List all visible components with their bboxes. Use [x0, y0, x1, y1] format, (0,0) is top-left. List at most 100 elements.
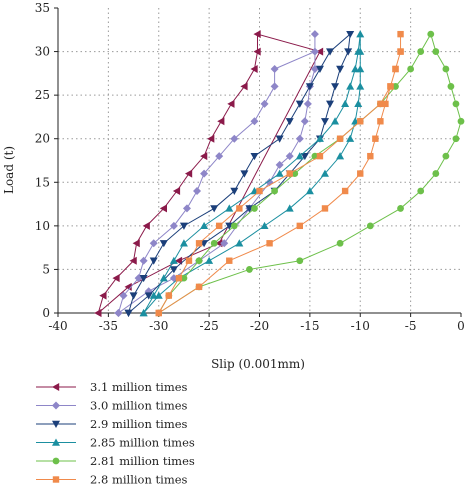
- x-axis-label: Slip (0.001mm): [211, 357, 305, 371]
- data-point: [159, 240, 168, 248]
- legend-label: 2.85 million times: [90, 436, 195, 450]
- x-tick-label: -25: [199, 319, 218, 333]
- data-point: [129, 256, 137, 265]
- data-point: [300, 117, 309, 126]
- y-tick-label: 10: [35, 219, 50, 233]
- data-point: [270, 82, 279, 91]
- data-point: [230, 134, 239, 143]
- data-point: [452, 100, 460, 108]
- data-point: [230, 222, 238, 230]
- data-point: [346, 134, 355, 142]
- legend-item: 2.81 million times: [36, 454, 195, 468]
- data-point: [285, 118, 294, 126]
- y-tick-labels: 0 5 10 15 20 25 30 35: [35, 1, 50, 320]
- data-point: [236, 205, 243, 212]
- data-point: [321, 205, 329, 212]
- legend: 3.1 million times 3.0 million times 2.9 mi…: [36, 380, 195, 487]
- data-point: [356, 82, 365, 90]
- x-tick-label: -15: [300, 319, 319, 333]
- data-point: [174, 256, 183, 265]
- data-point: [320, 118, 329, 126]
- data-point: [184, 169, 193, 178]
- data-point: [331, 117, 340, 125]
- data-point: [230, 187, 239, 195]
- data-point: [253, 30, 261, 39]
- data-point: [207, 134, 215, 143]
- data-point: [351, 65, 360, 73]
- data-point: [367, 152, 374, 160]
- series-line: [128, 32, 351, 314]
- data-point: [356, 47, 365, 55]
- legend-label: 3.0 million times: [90, 399, 188, 413]
- data-point: [397, 30, 404, 38]
- legend-marker: [52, 383, 60, 391]
- legend-marker: [52, 476, 60, 483]
- data-point: [94, 309, 102, 317]
- y-axis-label: Load (t): [2, 146, 16, 194]
- x-tick-label: -5: [405, 319, 417, 333]
- data-point: [195, 257, 203, 265]
- plot-area: [94, 30, 465, 317]
- series-line: [158, 34, 402, 314]
- data-point: [356, 65, 365, 73]
- x-tick-label: -40: [48, 319, 67, 333]
- data-point: [397, 48, 404, 55]
- data-point: [397, 205, 404, 212]
- data-point: [300, 152, 309, 161]
- data-point: [99, 291, 107, 300]
- data-point: [256, 187, 263, 195]
- x-tick-label: 0: [457, 319, 465, 333]
- data-point: [457, 117, 465, 125]
- data-point: [139, 309, 148, 317]
- data-point: [250, 152, 259, 161]
- data-point: [270, 65, 279, 73]
- y-tick-label: 35: [35, 1, 50, 15]
- data-point: [310, 30, 319, 39]
- data-point: [251, 205, 258, 212]
- data-point: [366, 222, 374, 230]
- x-tick-label: -20: [250, 319, 269, 333]
- data-point: [344, 48, 353, 56]
- data-point: [407, 65, 415, 73]
- data-point: [217, 117, 225, 126]
- data-point: [129, 292, 138, 300]
- data-point: [295, 134, 304, 143]
- data-point: [387, 83, 394, 90]
- data-point: [220, 239, 229, 248]
- data-point: [205, 256, 214, 264]
- data-point: [305, 83, 314, 91]
- legend-marker: [52, 420, 60, 428]
- data-point: [354, 99, 363, 108]
- data-point: [179, 222, 188, 230]
- data-point: [253, 47, 261, 56]
- data-point: [275, 169, 284, 177]
- legend-item: 3.0 million times: [36, 399, 188, 413]
- data-point: [447, 83, 455, 90]
- x-tick-labels: -40 -35 -30 -25 -20 -15 -10 -5 0: [48, 319, 464, 333]
- series-6: [155, 30, 404, 317]
- data-point: [295, 100, 304, 108]
- data-point: [142, 221, 150, 230]
- data-point: [296, 257, 304, 265]
- data-point: [275, 160, 284, 169]
- data-point: [295, 152, 304, 160]
- legend-label: 3.1 million times: [90, 380, 188, 394]
- data-point: [154, 291, 163, 299]
- data-point: [341, 187, 349, 195]
- data-point: [235, 239, 244, 247]
- data-point: [124, 309, 133, 317]
- data-point: [226, 257, 233, 264]
- data-point: [452, 135, 460, 143]
- data-point: [195, 240, 203, 247]
- data-point: [356, 30, 365, 38]
- data-point: [346, 30, 355, 39]
- data-point: [114, 309, 123, 317]
- data-point: [179, 239, 188, 247]
- data-point: [175, 274, 183, 282]
- data-point: [210, 205, 219, 213]
- legend-marker: [52, 457, 60, 465]
- legend-marker: [52, 401, 60, 410]
- data-point: [377, 118, 384, 125]
- data-point: [331, 83, 340, 91]
